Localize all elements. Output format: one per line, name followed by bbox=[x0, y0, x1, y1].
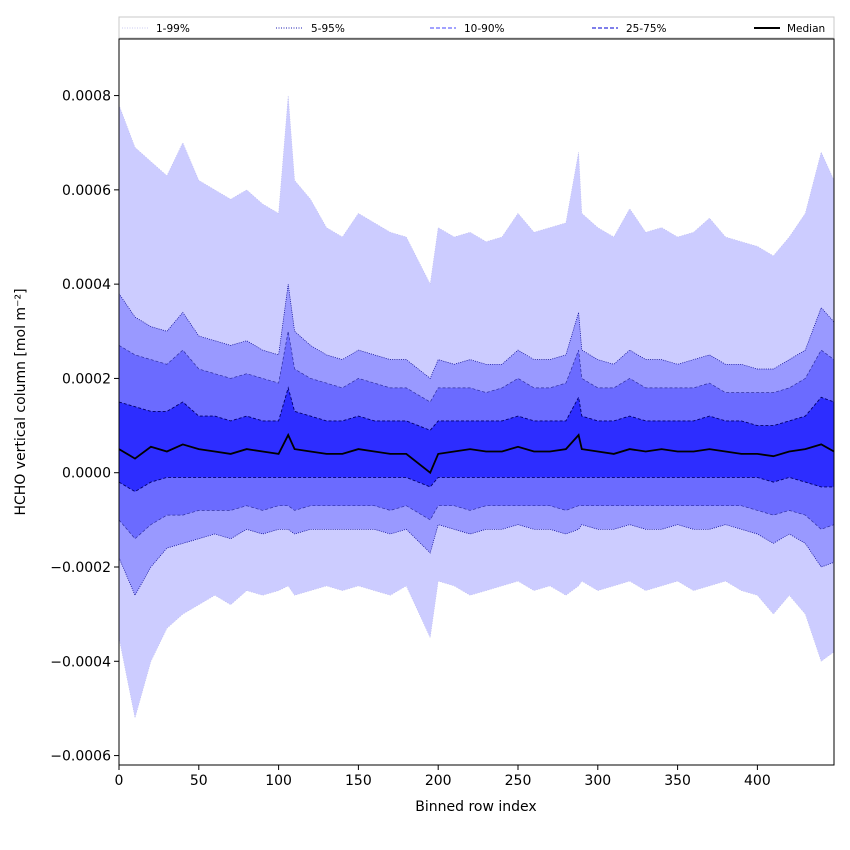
x-tick-label: 250 bbox=[505, 773, 532, 789]
y-tick-label: −0.0004 bbox=[50, 654, 111, 670]
band-1-99%-lower-line bbox=[119, 580, 834, 718]
y-tick-label: 0.0002 bbox=[62, 371, 111, 387]
x-tick-label: 400 bbox=[744, 773, 771, 789]
y-tick-label: −0.0006 bbox=[50, 749, 111, 765]
legend-label-Median: Median bbox=[787, 23, 825, 35]
median-line bbox=[119, 432, 834, 475]
band-25-75%-upper-line bbox=[119, 386, 834, 431]
band-10-90%-upper-line bbox=[119, 331, 834, 403]
legend: 1-99% 5-95% 10-90% 25-75% Median bbox=[118, 16, 835, 39]
y-tick-label: 0.0006 bbox=[62, 183, 111, 199]
x-tick-label: 350 bbox=[664, 773, 691, 789]
band-10-90%-lower-line bbox=[119, 505, 834, 540]
y-axis: −0.0006 −0.0004 −0.0002 0.0000 0.0002 0.0004 0… bbox=[50, 89, 119, 765]
band-1-99%-upper-line bbox=[119, 95, 834, 286]
y-tick-label: 0.0004 bbox=[62, 277, 111, 293]
x-tick-label: 300 bbox=[584, 773, 611, 789]
x-tick-label: 100 bbox=[265, 773, 292, 789]
legend-frame bbox=[118, 16, 835, 39]
plot-frame bbox=[118, 38, 835, 766]
percentile-bands bbox=[119, 95, 834, 718]
band-5-95%-upper-line bbox=[119, 284, 834, 379]
x-tick-label: 50 bbox=[190, 773, 208, 789]
x-tick-label: 150 bbox=[345, 773, 372, 789]
band-25-75% bbox=[119, 387, 834, 492]
x-tick-label: 200 bbox=[425, 773, 452, 789]
band-25-75%-lower-line bbox=[119, 476, 834, 493]
x-axis: 0 50 100 150 200 250 300 350 400 bbox=[115, 765, 771, 789]
legend-label-10-90%: 10-90% bbox=[464, 23, 505, 35]
legend-label-1-99%: 1-99% bbox=[156, 23, 190, 35]
y-tick-label: 0.0000 bbox=[62, 466, 111, 482]
band-5-95%-lower-line bbox=[119, 524, 834, 597]
y-axis-title: HCHO vertical column [mol m⁻²] bbox=[13, 288, 29, 515]
x-axis-title: Binned row index bbox=[415, 799, 536, 815]
legend-label-5-95%: 5-95% bbox=[311, 23, 345, 35]
legend-label-25-75%: 25-75% bbox=[626, 23, 667, 35]
x-tick-label: 0 bbox=[115, 773, 124, 789]
median-layer bbox=[119, 432, 834, 475]
y-tick-label: 0.0008 bbox=[62, 89, 111, 105]
y-tick-label: −0.0002 bbox=[50, 560, 111, 576]
